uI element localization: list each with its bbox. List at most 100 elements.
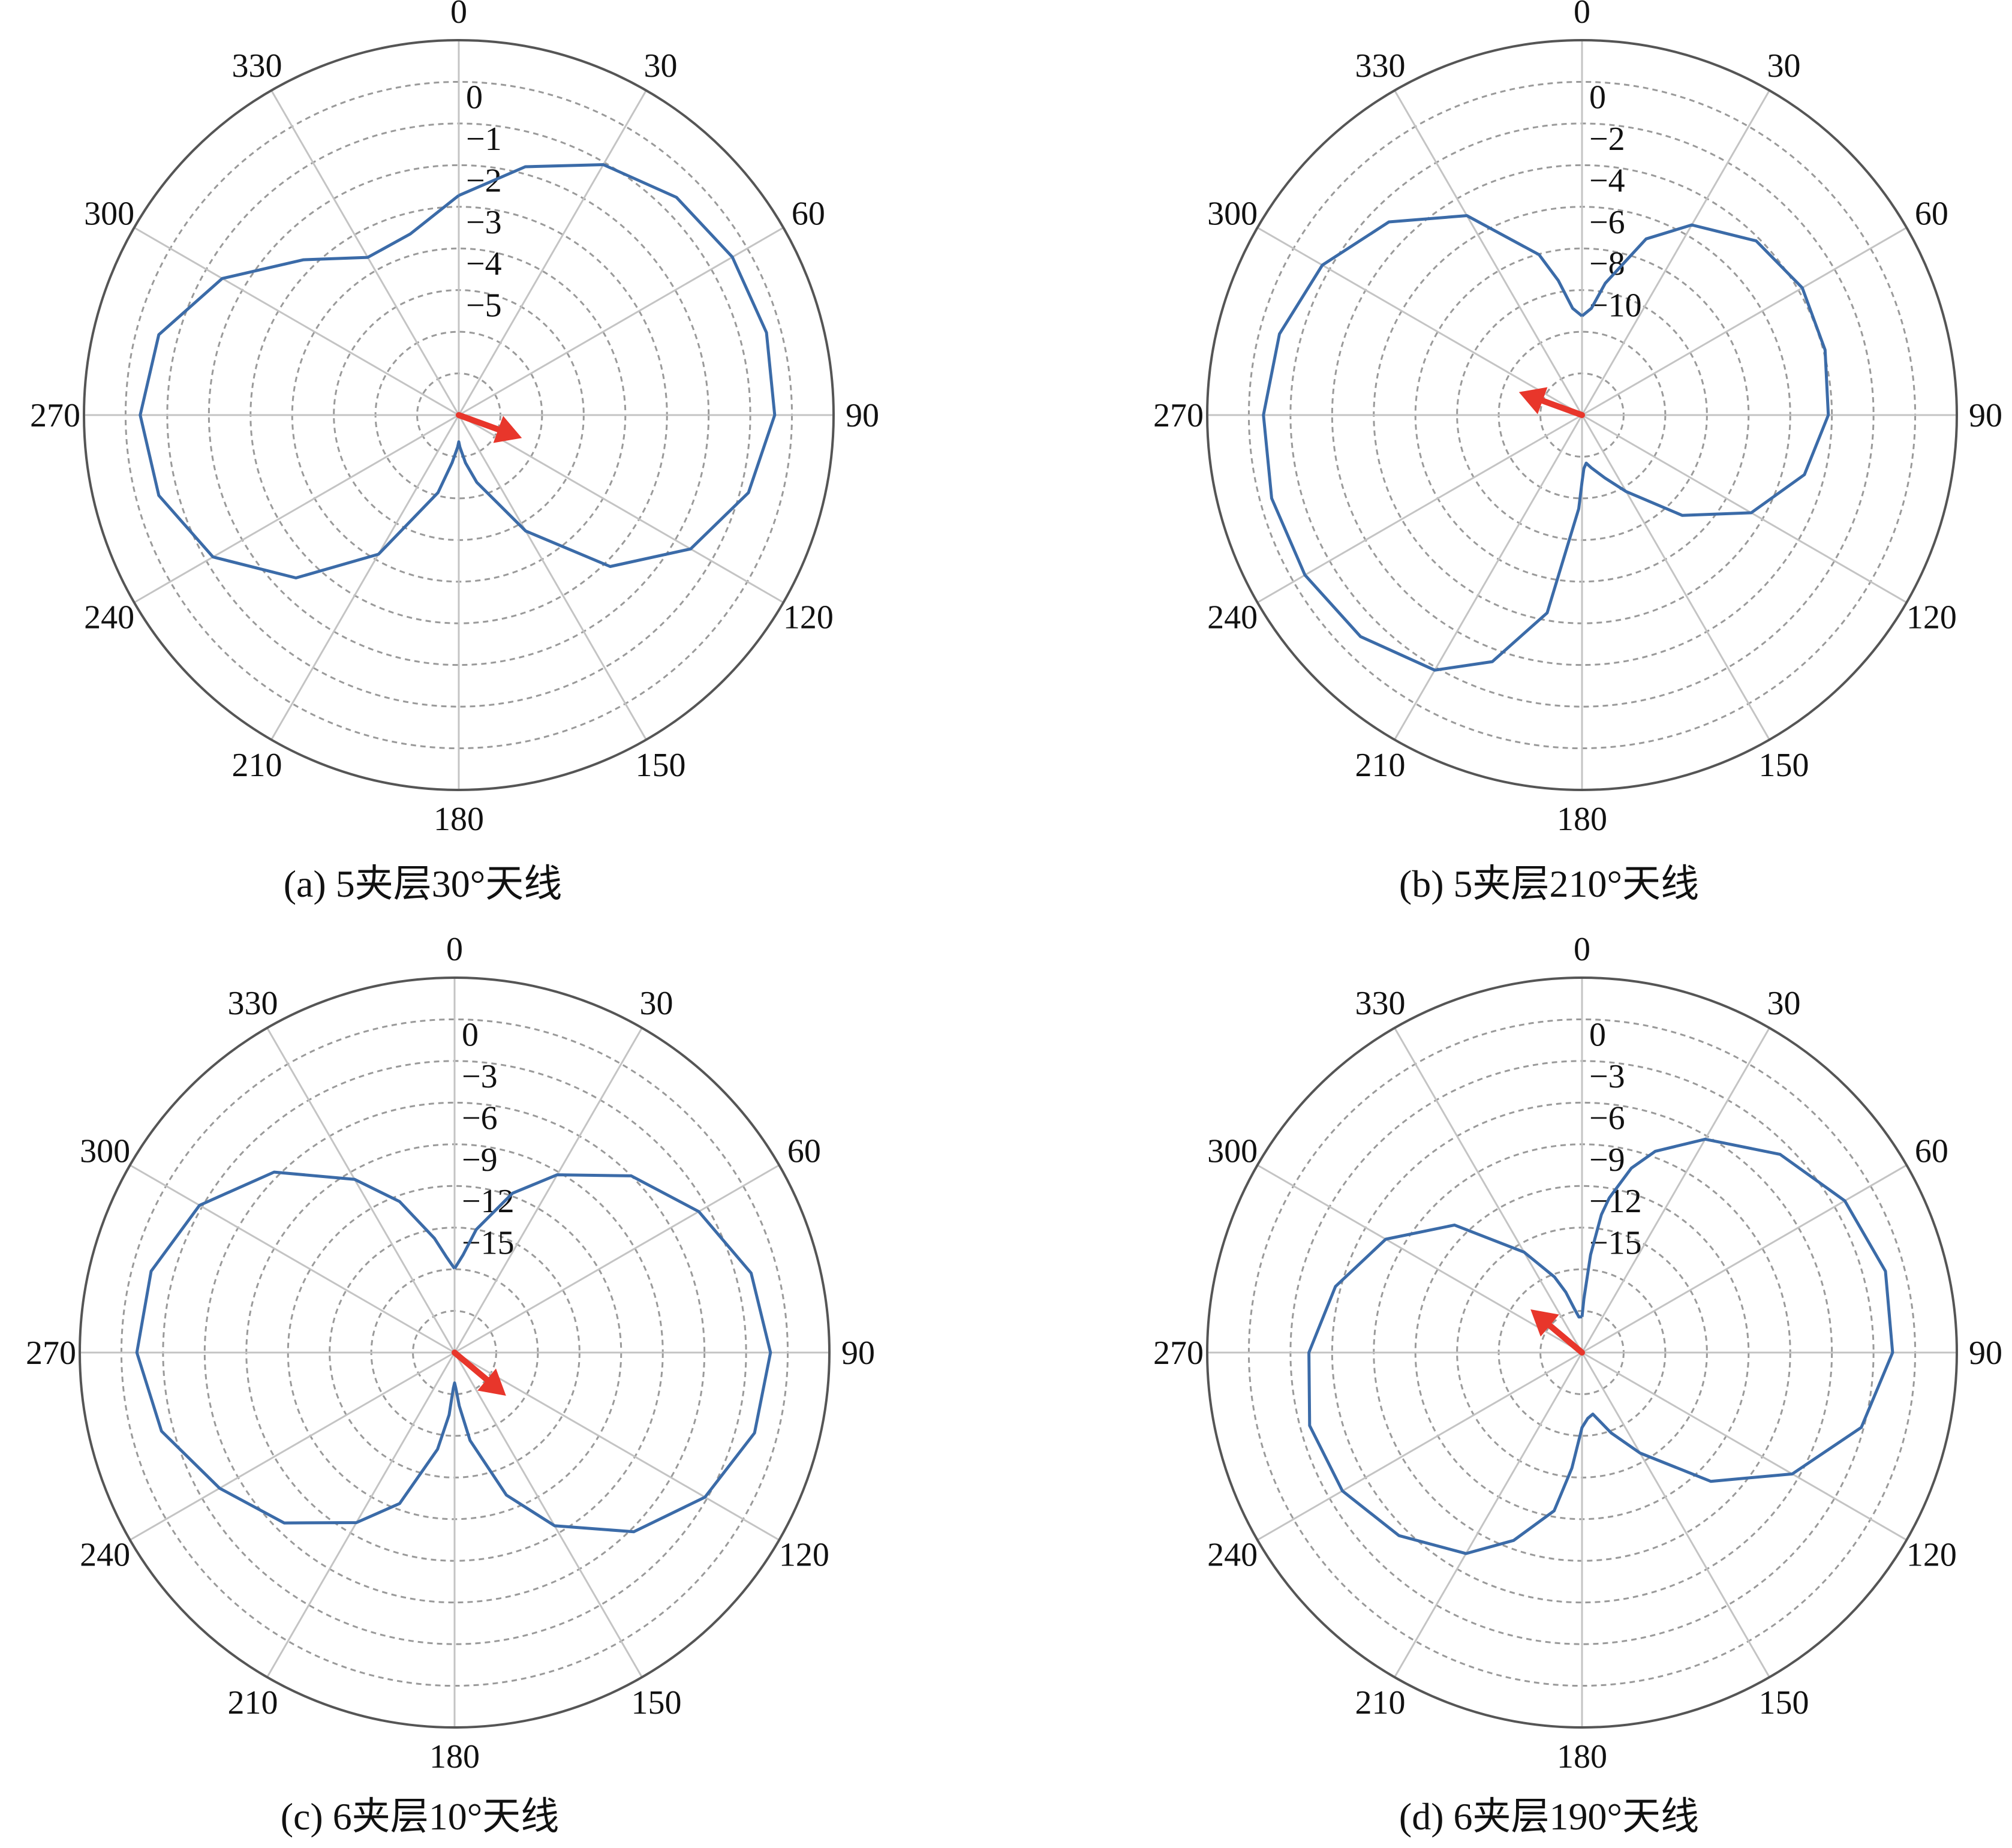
radial-tick-label: −3 bbox=[466, 204, 502, 241]
angle-grid-line bbox=[1394, 414, 1583, 741]
direction-arrow bbox=[456, 412, 522, 443]
angle-tick-label: 300 bbox=[84, 196, 134, 233]
angle-grid-line bbox=[1581, 1351, 1908, 1541]
angle-grid-line bbox=[1256, 227, 1583, 416]
radial-tick-label: −12 bbox=[462, 1183, 515, 1220]
angle-tick-label: 180 bbox=[434, 801, 484, 838]
direction-arrow bbox=[452, 1350, 506, 1396]
angle-tick-label: 180 bbox=[429, 1738, 480, 1775]
angle-tick-label: 30 bbox=[1767, 985, 1801, 1022]
radial-tick-label: −8 bbox=[1589, 245, 1625, 283]
pattern-curve bbox=[135, 1170, 772, 1534]
angle-grid-line bbox=[1581, 89, 1770, 416]
angle-tick-label: 90 bbox=[1969, 1335, 2002, 1372]
angle-tick-label: 120 bbox=[1906, 1537, 1957, 1574]
angle-tick-label: 0 bbox=[450, 0, 467, 31]
direction-arrow bbox=[1518, 387, 1585, 418]
radial-tick-label: −3 bbox=[1589, 1058, 1625, 1095]
angle-tick-label: 90 bbox=[1969, 397, 2002, 434]
angle-tick-label: 240 bbox=[84, 599, 134, 636]
radial-tick-label: −1 bbox=[466, 121, 502, 158]
angle-tick-label: 30 bbox=[640, 985, 673, 1022]
chart-caption: (b) 5夹层210°天线 bbox=[1399, 863, 1699, 905]
angle-tick-label: 210 bbox=[1355, 1684, 1406, 1721]
angle-tick-label: 0 bbox=[1574, 931, 1590, 968]
direction-arrow bbox=[1530, 1309, 1585, 1356]
angle-tick-label: 270 bbox=[1153, 397, 1204, 434]
angle-grid-line bbox=[1581, 1164, 1908, 1354]
angle-tick-label: 330 bbox=[1355, 985, 1406, 1022]
angle-tick-label: 150 bbox=[631, 1684, 682, 1721]
angle-grid-line bbox=[1394, 1352, 1583, 1678]
angle-grid-line bbox=[1256, 1351, 1583, 1541]
radial-tick-label: −3 bbox=[462, 1058, 498, 1095]
angle-grid-line bbox=[266, 1027, 456, 1353]
radial-tick-label: 0 bbox=[466, 79, 483, 116]
angle-grid-line bbox=[1581, 1352, 1770, 1678]
radial-tick-label: 0 bbox=[1589, 1016, 1606, 1053]
radial-tick-label: −5 bbox=[466, 287, 502, 324]
angle-tick-label: 180 bbox=[1557, 801, 1607, 838]
angle-grid-line bbox=[1394, 1027, 1583, 1353]
polar-chart-2: 0 30 60 90 120 150 180 210 240 270 300 330 0 −3 −6 −9 −1… bbox=[26, 931, 875, 1838]
angle-tick-label: 150 bbox=[636, 747, 686, 784]
chart-caption: (a) 5夹层30°天线 bbox=[284, 863, 563, 905]
angle-grid-line bbox=[129, 1164, 455, 1354]
radial-tick-label: −10 bbox=[1589, 287, 1642, 324]
angle-tick-label: 60 bbox=[792, 196, 825, 233]
angle-grid-line bbox=[1256, 1164, 1583, 1354]
angle-grid-line bbox=[1256, 414, 1583, 603]
radial-tick-label: −6 bbox=[1589, 1099, 1625, 1137]
angle-grid-line bbox=[453, 1352, 643, 1678]
angle-grid-line bbox=[454, 1164, 780, 1354]
angle-tick-label: 210 bbox=[228, 1684, 278, 1721]
polar-chart-1: 0 30 60 90 120 150 180 210 240 270 300 330 0 −2 −4 −6 −8… bbox=[1153, 0, 2002, 905]
angle-tick-label: 240 bbox=[1207, 1537, 1258, 1574]
angle-tick-label: 300 bbox=[1207, 196, 1258, 233]
angle-tick-label: 90 bbox=[841, 1335, 875, 1372]
angle-tick-label: 270 bbox=[1153, 1335, 1204, 1372]
angle-tick-label: 60 bbox=[1915, 196, 1948, 233]
chart-caption: (d) 6夹层190°天线 bbox=[1399, 1795, 1699, 1838]
angle-tick-label: 300 bbox=[1207, 1133, 1258, 1170]
angle-tick-label: 30 bbox=[1767, 47, 1801, 85]
angle-tick-label: 330 bbox=[228, 985, 278, 1022]
polar-chart-3: 03060901201501802102402703003300−3−6−9−1… bbox=[1153, 931, 2002, 1838]
angle-grid-line bbox=[458, 414, 647, 741]
radial-tick-label: −6 bbox=[462, 1099, 498, 1137]
angle-grid-line bbox=[133, 414, 459, 603]
radial-tick-label: −9 bbox=[1589, 1141, 1625, 1179]
chart-caption: (c) 6夹层10°天线 bbox=[281, 1795, 560, 1838]
pattern-curve bbox=[1262, 214, 1830, 672]
angle-tick-label: 330 bbox=[232, 47, 282, 85]
angle-tick-label: 60 bbox=[1915, 1133, 1948, 1170]
angle-tick-label: 300 bbox=[80, 1133, 130, 1170]
angle-tick-label: 120 bbox=[779, 1537, 829, 1574]
angle-tick-label: 180 bbox=[1557, 1738, 1607, 1775]
radial-tick-label: 0 bbox=[462, 1016, 479, 1053]
angle-grid-line bbox=[458, 89, 647, 416]
angle-grid-line bbox=[1394, 89, 1583, 416]
radial-tick-label: 0 bbox=[1589, 79, 1606, 116]
angle-tick-label: 240 bbox=[1207, 599, 1258, 636]
angle-tick-label: 150 bbox=[1759, 747, 1809, 784]
angle-tick-label: 120 bbox=[1906, 599, 1957, 636]
radial-tick-label: −4 bbox=[1589, 162, 1625, 199]
outer-ring bbox=[1206, 976, 1958, 1729]
angle-tick-label: 270 bbox=[26, 1335, 76, 1372]
angle-tick-label: 330 bbox=[1355, 47, 1406, 85]
angle-grid-line bbox=[266, 1352, 456, 1678]
angle-grid-line bbox=[1581, 1027, 1770, 1353]
radial-tick-label: −2 bbox=[1589, 121, 1625, 158]
angle-tick-label: 150 bbox=[1759, 1684, 1809, 1721]
pattern-curve bbox=[1307, 1137, 1894, 1555]
radial-tick-label: −9 bbox=[462, 1141, 498, 1179]
angle-tick-label: 0 bbox=[446, 931, 463, 968]
radial-tick-label: −4 bbox=[466, 245, 502, 283]
angle-grid-line bbox=[1581, 227, 1908, 416]
angle-grid-line bbox=[1581, 414, 1770, 741]
angle-grid-line bbox=[270, 414, 460, 741]
angle-tick-label: 210 bbox=[1355, 747, 1406, 784]
radial-tick-label: −6 bbox=[1589, 204, 1625, 241]
